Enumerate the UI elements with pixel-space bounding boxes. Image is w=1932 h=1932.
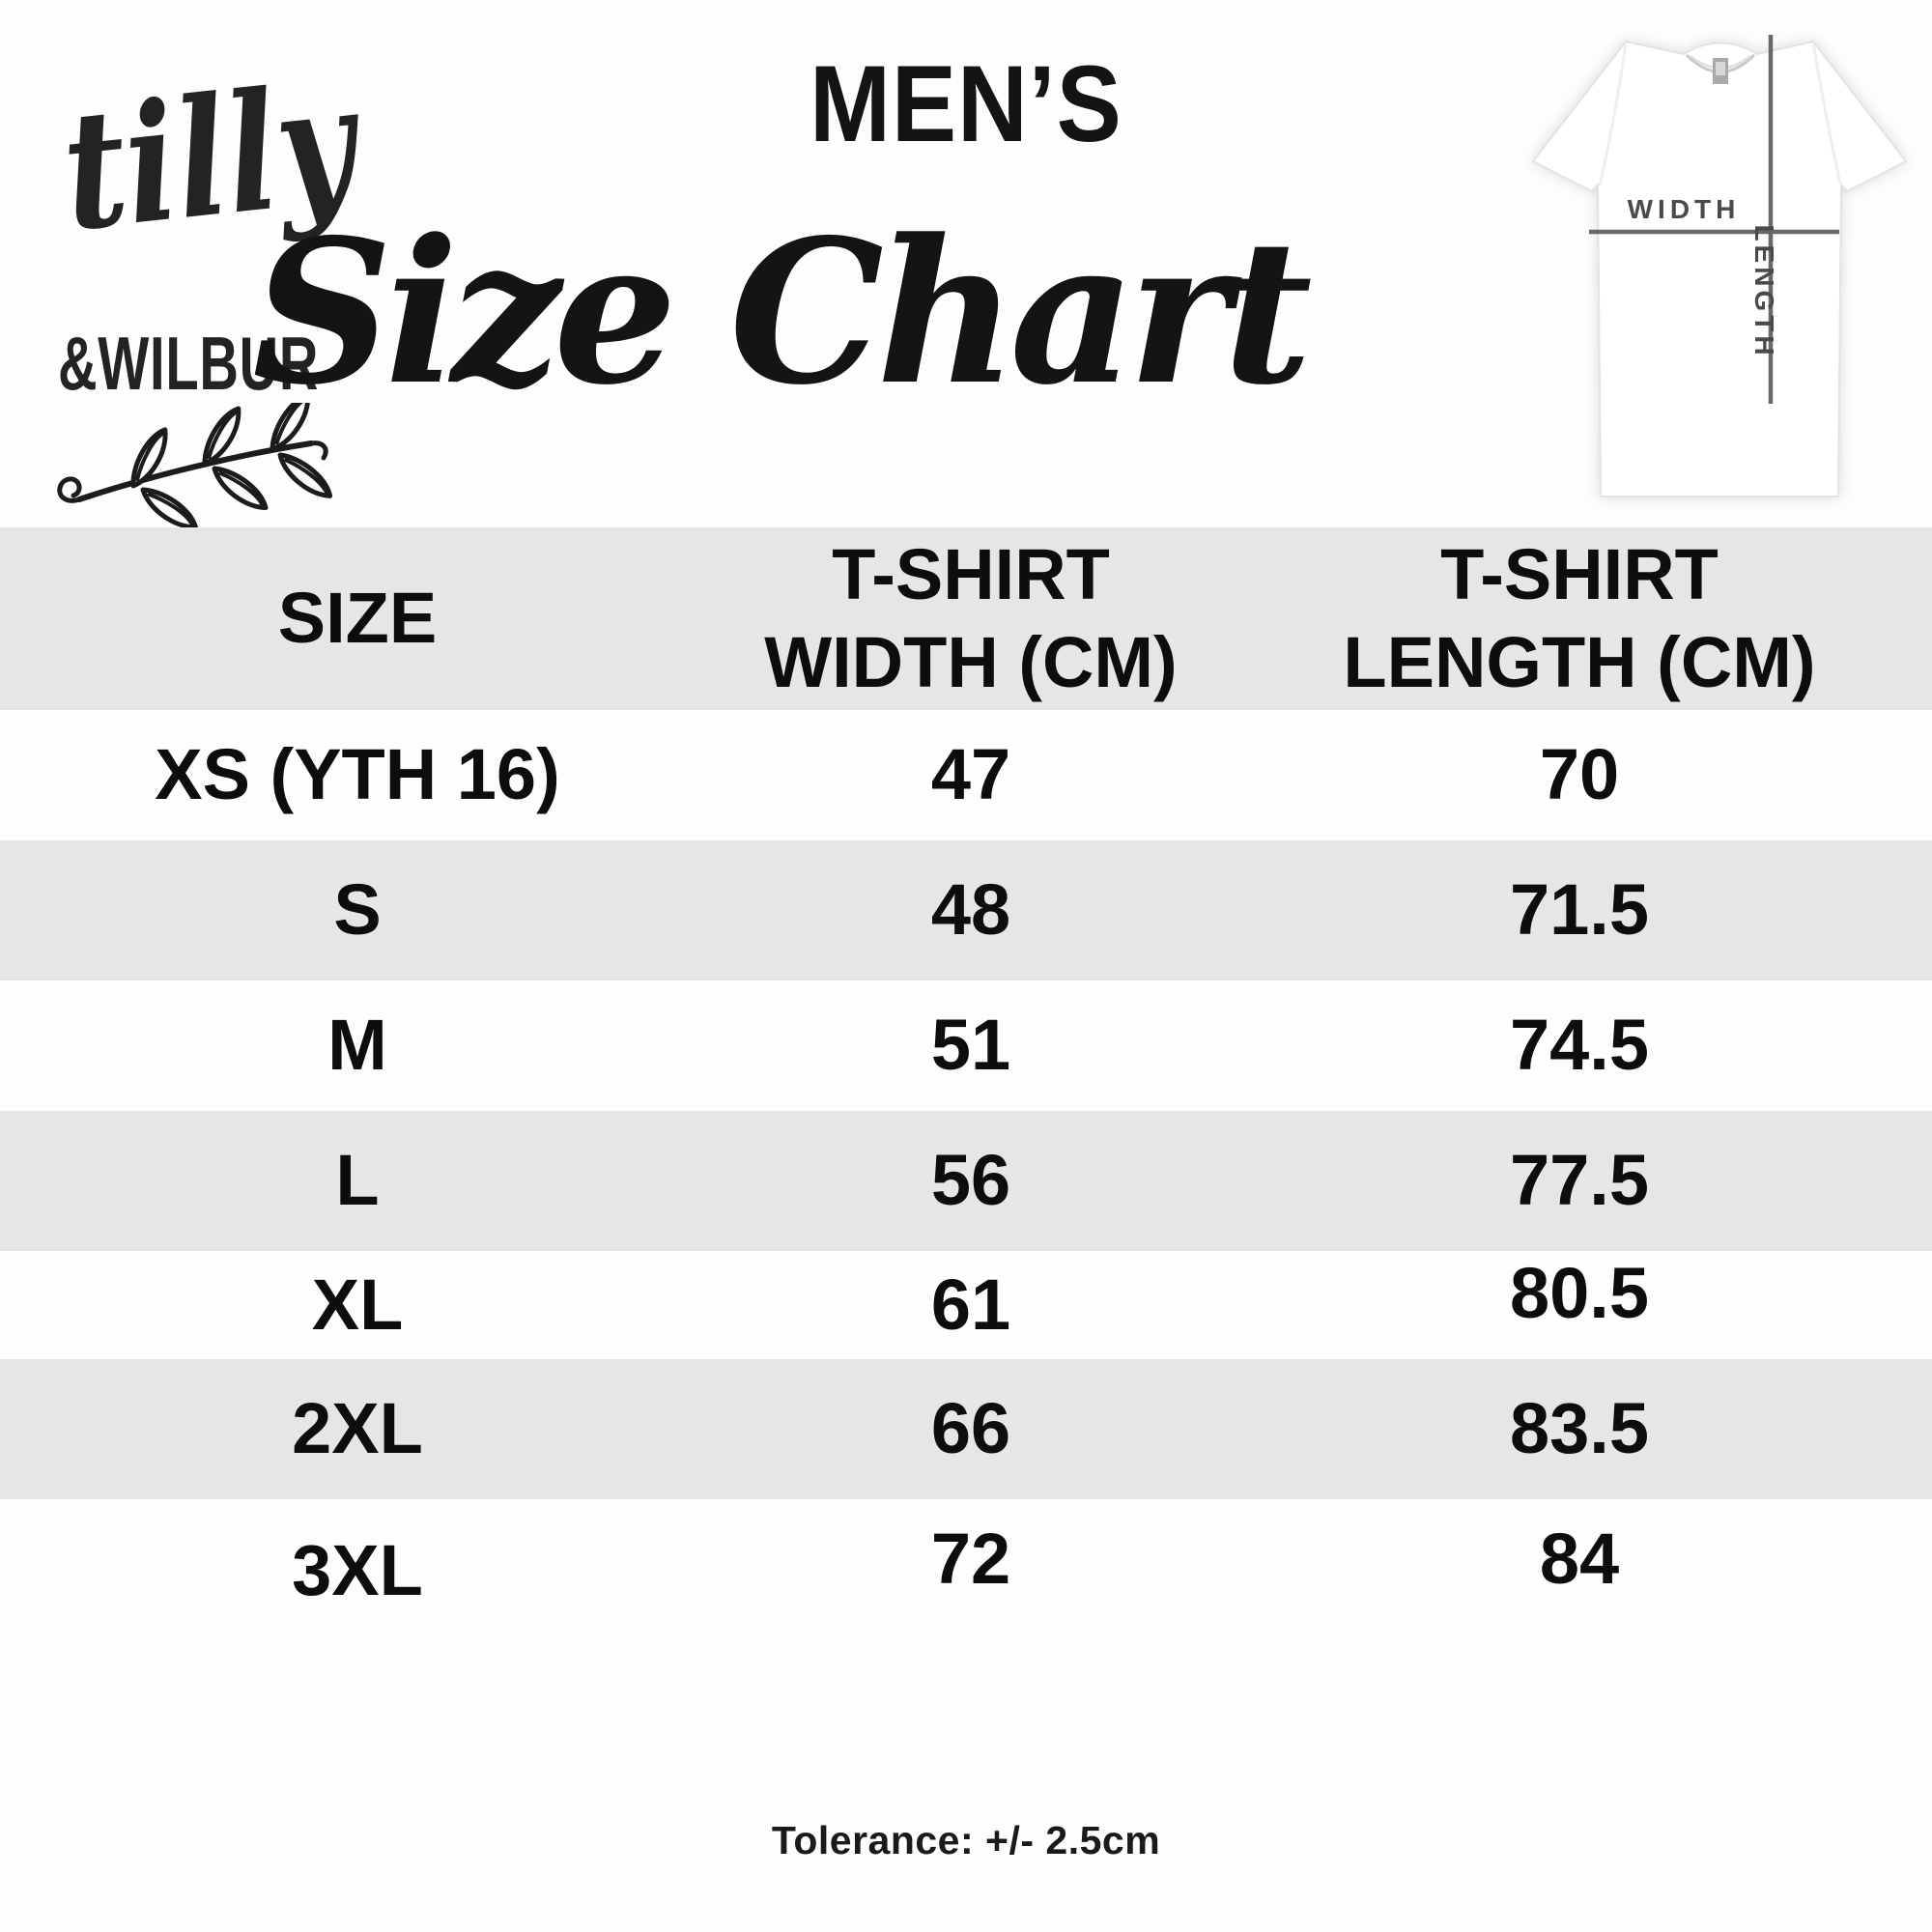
width-cell: 51 <box>930 1005 1011 1086</box>
width-cell: 48 <box>930 869 1011 951</box>
width-axis-label: WIDTH <box>1628 194 1741 224</box>
table-row: L 56 77.5 <box>0 1111 1932 1251</box>
page-title-text: Size Chart <box>252 197 1312 429</box>
size-cell: M <box>327 1005 387 1086</box>
length-axis-label: LENGTH <box>1749 224 1779 358</box>
table-header-row: SIZE T-SHIRT WIDTH (CM) T-SHIRT LENGTH (… <box>0 527 1932 710</box>
right-sleeve-seam <box>1811 43 1842 185</box>
left-sleeve-seam <box>1598 43 1628 186</box>
size-cell: XL <box>311 1264 404 1345</box>
length-cell: 71.5 <box>1509 869 1650 951</box>
length-cell: 77.5 <box>1509 1140 1650 1221</box>
size-cell: L <box>335 1140 380 1221</box>
length-cell: 84 <box>1539 1518 1620 1599</box>
width-cell: 66 <box>930 1388 1011 1469</box>
table-row: XL 61 80.5 <box>0 1251 1932 1359</box>
table-row: 2XL 66 83.5 <box>0 1359 1932 1499</box>
length-cell: 80.5 <box>1509 1252 1650 1333</box>
width-cell: 47 <box>930 734 1011 815</box>
laurel-branch-icon <box>57 403 348 548</box>
table-row: XS (YTH 16) 47 70 <box>0 710 1932 840</box>
neck-label-inner <box>1716 62 1725 75</box>
size-cell: S <box>333 869 382 951</box>
tshirt-diagram: WIDTH LENGTH <box>1532 35 1907 497</box>
width-cell: 61 <box>930 1264 1011 1345</box>
brand-sub-name: &WILBUR <box>58 321 320 406</box>
tolerance-note: Tolerance: +/- 2.5cm <box>771 1818 1161 1862</box>
width-cell: 72 <box>930 1518 1011 1599</box>
size-cell: XS (YTH 16) <box>155 734 560 815</box>
length-cell: 74.5 <box>1509 1005 1650 1086</box>
width-cell: 56 <box>930 1140 1011 1221</box>
tshirt-body <box>1532 41 1907 497</box>
length-cell: 70 <box>1539 734 1620 815</box>
table-row: 3XL 72 84 <box>0 1499 1932 1642</box>
column-header-size: SIZE <box>277 578 438 659</box>
category-title-text: MEN’S <box>810 43 1122 164</box>
table-row: M 51 74.5 <box>0 980 1932 1111</box>
page-title: Size Chart <box>242 214 1312 412</box>
category-title: MEN’S <box>734 50 1198 158</box>
size-cell: 2XL <box>292 1388 423 1469</box>
length-cell: 83.5 <box>1509 1388 1650 1469</box>
size-cell: 3XL <box>292 1529 423 1610</box>
column-header-length: T-SHIRT LENGTH (CM) <box>1343 534 1816 702</box>
size-table: SIZE T-SHIRT WIDTH (CM) T-SHIRT LENGTH (… <box>0 527 1932 1642</box>
table-row: S 48 71.5 <box>0 840 1932 980</box>
column-header-width: T-SHIRT WIDTH (CM) <box>764 534 1178 702</box>
